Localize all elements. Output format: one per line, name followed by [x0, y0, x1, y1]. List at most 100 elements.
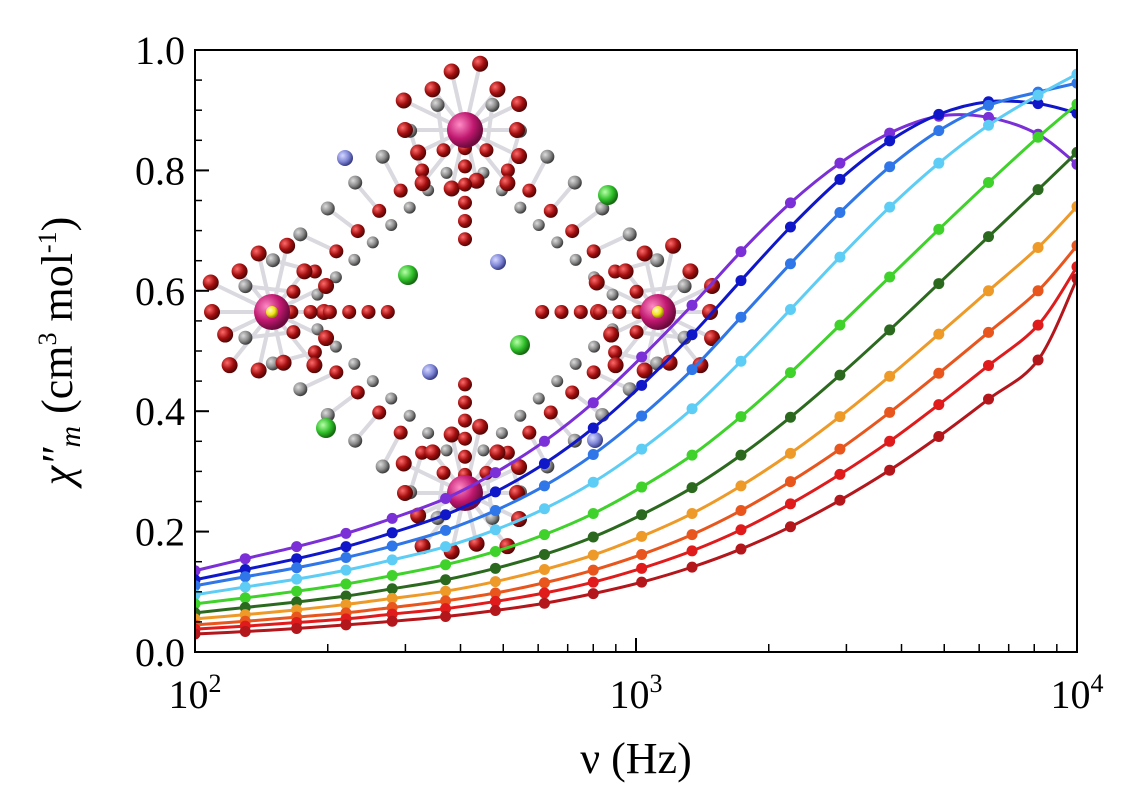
- axes: 0.0 0.2 0.4 0.6 0.8 1.0 102 103 104: [135, 28, 1104, 717]
- series-T6: [195, 146, 1077, 619]
- carbon-atom: [329, 340, 342, 353]
- data-point: [983, 119, 995, 131]
- oxygen-atom: [395, 92, 412, 109]
- oxygen-atom: [318, 330, 335, 347]
- oxygen-atom: [221, 357, 238, 374]
- data-point: [686, 508, 698, 520]
- data-point: [195, 628, 201, 640]
- carbon-atom: [588, 340, 601, 353]
- data-point: [386, 570, 398, 582]
- oxygen-atom: [372, 405, 387, 420]
- carbon-atom: [293, 382, 308, 397]
- series-line: [195, 103, 1077, 606]
- carbon-atom: [495, 427, 508, 440]
- oxygen-atom: [472, 55, 489, 72]
- data-point: [636, 481, 648, 493]
- data-point: [340, 619, 352, 631]
- oxygen-atom: [318, 277, 335, 294]
- carbon-atom: [265, 253, 280, 268]
- data-point: [735, 311, 747, 323]
- data-point: [983, 326, 995, 338]
- carbon-atom: [551, 236, 564, 249]
- oxygen-atom: [380, 305, 395, 319]
- oxygen-atom: [588, 274, 605, 291]
- data-point: [686, 529, 698, 541]
- oxygen-atom: [397, 485, 413, 501]
- carbon-atom: [366, 375, 379, 388]
- carbon-atom: [403, 201, 416, 214]
- carbon-atom: [385, 392, 398, 405]
- data-point: [538, 548, 550, 560]
- data-point: [1071, 68, 1077, 80]
- oxygen-atom: [286, 325, 301, 340]
- data-point: [440, 541, 452, 553]
- oxygen-atom: [443, 426, 460, 443]
- carbon-atom: [606, 288, 619, 301]
- data-point: [195, 598, 201, 610]
- data-point: [884, 324, 896, 336]
- data-point: [884, 161, 896, 173]
- nitrogen-atom: [422, 364, 438, 380]
- oxygen-atom: [350, 385, 365, 400]
- oxygen-atom: [665, 237, 682, 254]
- data-point: [884, 127, 896, 139]
- data-point: [636, 379, 648, 391]
- data-point: [440, 492, 452, 504]
- oxygen-atom: [636, 245, 653, 262]
- y-tick-label: 0.0: [135, 630, 185, 675]
- data-point: [1071, 273, 1077, 285]
- chlorine-atom: [598, 185, 618, 205]
- carbon-atom: [622, 227, 637, 242]
- data-point: [291, 562, 303, 574]
- carbon-atom: [622, 382, 637, 397]
- data-point: [291, 585, 303, 597]
- carbon-atom: [440, 166, 453, 179]
- data-point: [884, 464, 896, 476]
- data-point: [686, 364, 698, 376]
- oxygen-atom: [275, 354, 292, 371]
- data-point: [784, 521, 796, 533]
- data-point: [291, 541, 303, 553]
- carbon-atom: [514, 201, 527, 214]
- carbon-atom: [569, 253, 582, 266]
- data-point: [1071, 201, 1077, 213]
- oxygen-atom: [397, 122, 413, 138]
- data-point: [386, 592, 398, 604]
- data-point: [587, 449, 599, 461]
- oxygen-atom: [342, 305, 357, 319]
- data-point: [538, 458, 550, 470]
- central-atom: [266, 306, 278, 318]
- carbon-atom: [403, 409, 416, 422]
- carbon-atom: [348, 253, 361, 266]
- data-point: [340, 590, 352, 602]
- data-point: [834, 443, 846, 455]
- data-point: [386, 512, 398, 524]
- carbon-atom: [540, 149, 555, 164]
- data-point: [636, 443, 648, 455]
- oxygen-atom: [372, 203, 387, 218]
- carbon-atom: [595, 201, 610, 216]
- data-point: [291, 623, 303, 635]
- carbon-atom: [375, 459, 390, 474]
- data-point: [239, 553, 251, 565]
- data-point: [784, 197, 796, 209]
- y-axis-subscript: m: [54, 426, 87, 448]
- data-point: [784, 367, 796, 379]
- data-point: [386, 540, 398, 552]
- data-point: [587, 549, 599, 561]
- data-point: [538, 435, 550, 447]
- data-point: [1032, 285, 1044, 297]
- series-line: [195, 151, 1077, 615]
- data-point: [538, 587, 550, 599]
- oxygen-atom: [489, 81, 506, 98]
- data-point: [538, 597, 550, 609]
- oxygen-atom: [608, 345, 623, 360]
- data-point: [538, 564, 550, 576]
- oxygen-atom: [661, 354, 678, 371]
- data-point: [489, 587, 501, 599]
- oxygen-atom: [704, 330, 721, 347]
- data-point: [933, 278, 945, 290]
- carbon-atom: [551, 375, 564, 388]
- metal-atom: [447, 112, 483, 148]
- data-point: [735, 355, 747, 367]
